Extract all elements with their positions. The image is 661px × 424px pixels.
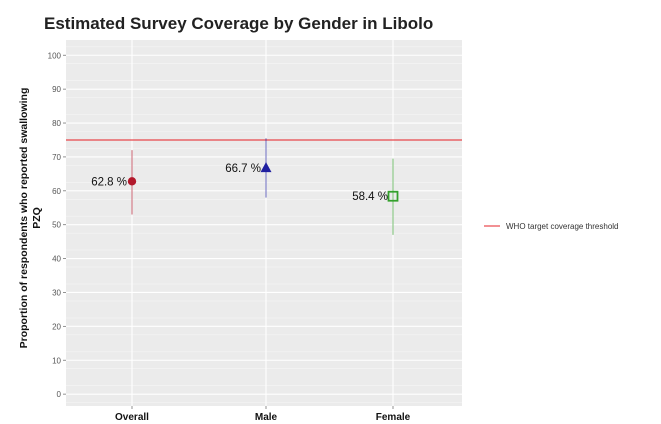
x-tick-label: Overall — [115, 412, 149, 423]
data-label: 62.8 % — [91, 176, 127, 188]
data-point-square — [387, 190, 399, 202]
y-tick-label: 100 — [48, 51, 62, 60]
data-labels: 62.8 % 66.7 % 58.4 % — [91, 163, 388, 203]
data-points — [127, 162, 399, 202]
y-axis-label: Proportion of respondents who reported s… — [18, 88, 43, 349]
data-label: 66.7 % — [225, 163, 261, 175]
plot-panel — [66, 40, 462, 406]
legend-label: WHO target coverage threshold — [506, 222, 619, 231]
y-axis-label-line-1: Proportion of respondents who reported s… — [18, 88, 30, 349]
y-tick-label: 40 — [52, 255, 61, 264]
data-label: 58.4 % — [352, 191, 388, 203]
x-tick-label: Female — [376, 412, 411, 423]
y-tick-label: 20 — [52, 322, 61, 331]
y-tick-label: 10 — [52, 356, 61, 365]
y-tick-label: 70 — [52, 153, 61, 162]
y-tick-label: 60 — [52, 187, 61, 196]
legend: WHO target coverage threshold — [484, 222, 619, 231]
x-tick-label: Male — [255, 412, 278, 423]
data-point-triangle — [260, 162, 272, 173]
y-tick-label: 90 — [52, 85, 61, 94]
grid-major — [66, 40, 462, 406]
y-axis-ticks: 0 10 20 30 40 50 60 70 80 90 100 — [48, 51, 66, 399]
data-point-circle — [127, 177, 137, 186]
y-axis-label-line-2: PZQ — [31, 207, 43, 229]
y-tick-label: 0 — [57, 390, 62, 399]
y-tick-label: 80 — [52, 119, 61, 128]
chart-title: Estimated Survey Coverage by Gender in L… — [44, 14, 433, 33]
y-tick-label: 50 — [52, 221, 61, 230]
y-tick-label: 30 — [52, 288, 61, 297]
x-axis-ticks: Overall Male Female — [115, 406, 411, 423]
